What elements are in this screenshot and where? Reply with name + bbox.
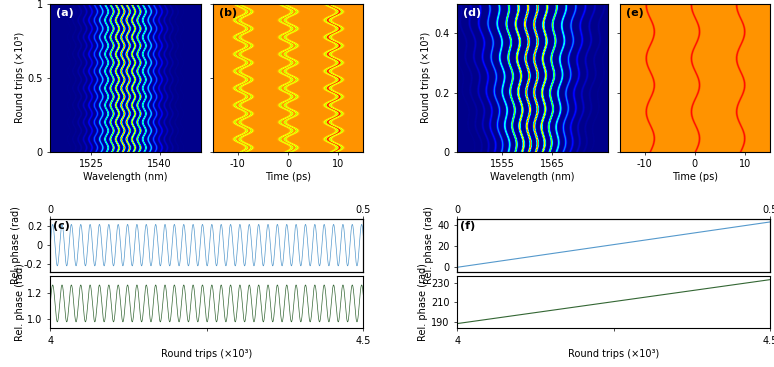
Text: (b): (b) (219, 8, 237, 18)
Y-axis label: Rel. phase (rad): Rel. phase (rad) (15, 263, 25, 341)
Y-axis label: Round trips (×10³): Round trips (×10³) (15, 32, 25, 123)
X-axis label: Round trips (×10³): Round trips (×10³) (161, 349, 252, 359)
X-axis label: Time (ps): Time (ps) (672, 172, 718, 182)
Text: (d): (d) (463, 8, 481, 18)
X-axis label: Wavelength (nm): Wavelength (nm) (84, 172, 168, 182)
Y-axis label: Rel. phase (rad): Rel. phase (rad) (11, 206, 21, 284)
Y-axis label: Rel. phase (rad): Rel. phase (rad) (424, 206, 434, 284)
Y-axis label: Round trips (×10³): Round trips (×10³) (421, 32, 431, 123)
X-axis label: Time (ps): Time (ps) (265, 172, 311, 182)
Text: (f): (f) (461, 221, 475, 232)
Text: (c): (c) (53, 221, 70, 232)
Text: (e): (e) (625, 8, 643, 18)
X-axis label: Round trips (×10³): Round trips (×10³) (568, 349, 659, 359)
Y-axis label: Rel. phase (rad): Rel. phase (rad) (418, 263, 428, 341)
X-axis label: Wavelength (nm): Wavelength (nm) (490, 172, 574, 182)
Text: (a): (a) (57, 8, 74, 18)
